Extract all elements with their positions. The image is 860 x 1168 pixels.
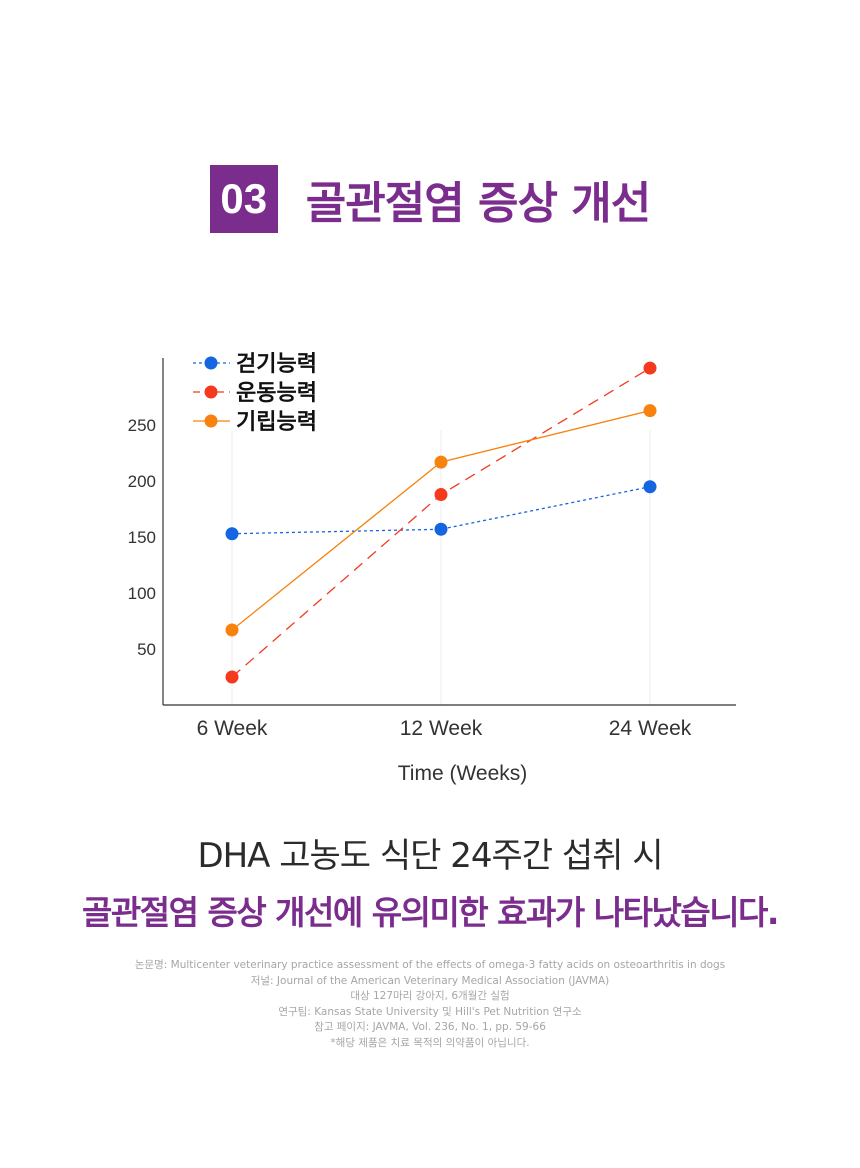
grid-lines (231, 430, 651, 705)
reference-line: 저널: Journal of the American Veterinary M… (250, 974, 610, 987)
reference-notes: 논문명: Multicenter veterinary practice ass… (0, 958, 860, 1051)
data-point (643, 404, 657, 418)
x-tick-label: 24 Week (609, 717, 692, 740)
data-point (225, 670, 239, 684)
data-point (643, 361, 657, 375)
data-point (434, 522, 448, 536)
y-tick-label: 150 (128, 528, 156, 547)
axes: 50 100 150 200 250 6 Week 12 Week 24 Week Time (… (128, 358, 736, 785)
reference-line: 연구팀: Kansas State University 및 Hill's Pe… (278, 1005, 582, 1018)
legend-label: 걷기능력 (236, 352, 317, 377)
data-point (225, 623, 239, 637)
section-number-badge: 03 (209, 165, 278, 233)
legend-label: 기립능력 (236, 410, 317, 435)
y-tick-label: 250 (128, 416, 156, 435)
y-tick-label: 50 (137, 640, 156, 659)
y-tick-label: 200 (128, 472, 156, 491)
data-point (434, 488, 448, 502)
reference-line: 참고 페이지: JAVMA, Vol. 236, No. 1, pp. 59-6… (314, 1021, 546, 1033)
reference-line: *해당 제품은 치료 목적의 의약품이 아닙니다. (330, 1036, 530, 1049)
x-axis-label: Time (Weeks) (398, 762, 528, 785)
summary-headline: DHA 고농도 식단 24주간 섭취 시 (197, 836, 663, 876)
reference-line: 논문명: Multicenter veterinary practice ass… (134, 959, 726, 971)
legend-label: 운동능력 (236, 381, 317, 406)
data-point (643, 480, 657, 494)
summary-highlight: 골관절염 증상 개선에 유의미한 효과가 나타났습니다. (82, 893, 779, 932)
line-chart: 50 100 150 200 250 6 Week 12 Week 24 Week Time (… (128, 352, 736, 785)
section-header: 03 골관절염 증상 개선 (0, 165, 860, 233)
data-point (225, 527, 239, 541)
series-lines (225, 361, 657, 684)
x-tick-label: 6 Week (197, 717, 268, 740)
legend-marker (204, 356, 218, 370)
legend-marker (204, 385, 218, 399)
reference-line: 대상 127마리 강아지, 6개월간 실험 (350, 990, 510, 1002)
section-title: 골관절염 증상 개선 (305, 178, 651, 229)
legend-marker (204, 414, 218, 428)
data-point (434, 455, 448, 469)
y-tick-label: 100 (128, 584, 156, 603)
x-tick-label: 12 Week (400, 717, 483, 740)
